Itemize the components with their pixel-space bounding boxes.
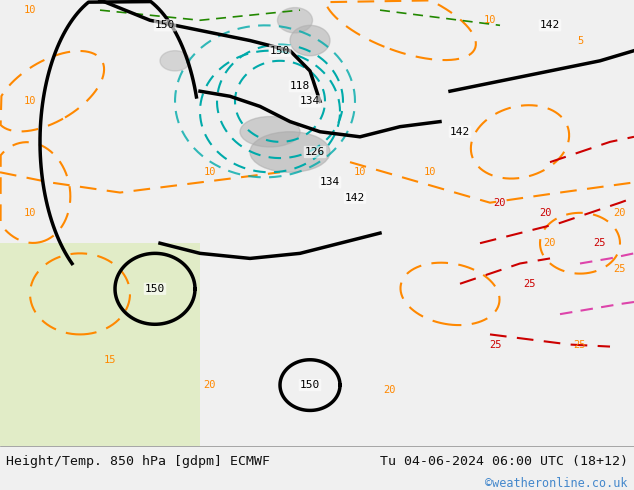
Text: 25: 25 bbox=[489, 340, 501, 349]
Text: 25: 25 bbox=[594, 238, 606, 248]
Text: Tu 04-06-2024 06:00 UTC (18+12): Tu 04-06-2024 06:00 UTC (18+12) bbox=[380, 455, 628, 468]
Text: 10: 10 bbox=[354, 167, 366, 177]
Text: Height/Temp. 850 hPa [gdpm] ECMWF: Height/Temp. 850 hPa [gdpm] ECMWF bbox=[6, 455, 270, 468]
Text: 20: 20 bbox=[494, 197, 507, 208]
Ellipse shape bbox=[240, 117, 300, 147]
Text: 5: 5 bbox=[577, 36, 583, 46]
Text: 142: 142 bbox=[450, 127, 470, 137]
Text: 150: 150 bbox=[145, 284, 165, 294]
Text: 134: 134 bbox=[300, 97, 320, 106]
Text: 10: 10 bbox=[23, 97, 36, 106]
Text: 20: 20 bbox=[614, 208, 626, 218]
Ellipse shape bbox=[290, 25, 330, 56]
Text: 10: 10 bbox=[23, 208, 36, 218]
Text: 10: 10 bbox=[484, 15, 496, 25]
Text: ©weatheronline.co.uk: ©weatheronline.co.uk bbox=[485, 477, 628, 490]
Text: 142: 142 bbox=[345, 193, 365, 202]
Text: 25: 25 bbox=[574, 340, 586, 349]
Text: 20: 20 bbox=[544, 238, 556, 248]
Text: 118: 118 bbox=[290, 81, 310, 91]
Text: 20: 20 bbox=[384, 385, 396, 395]
Text: 150: 150 bbox=[300, 380, 320, 390]
FancyBboxPatch shape bbox=[0, 243, 200, 446]
Text: 10: 10 bbox=[424, 167, 436, 177]
Text: 20: 20 bbox=[204, 380, 216, 390]
Ellipse shape bbox=[278, 8, 313, 33]
Text: 15: 15 bbox=[104, 355, 116, 365]
Text: 150: 150 bbox=[155, 21, 175, 30]
Ellipse shape bbox=[250, 132, 330, 172]
Text: 126: 126 bbox=[305, 147, 325, 157]
Text: 10: 10 bbox=[23, 5, 36, 15]
Text: 134: 134 bbox=[320, 177, 340, 187]
Text: 25: 25 bbox=[614, 264, 626, 273]
Text: 25: 25 bbox=[524, 279, 536, 289]
Ellipse shape bbox=[160, 50, 190, 71]
Text: 150: 150 bbox=[270, 46, 290, 56]
Text: 10: 10 bbox=[204, 167, 216, 177]
Text: 142: 142 bbox=[540, 21, 560, 30]
Text: 20: 20 bbox=[539, 208, 551, 218]
